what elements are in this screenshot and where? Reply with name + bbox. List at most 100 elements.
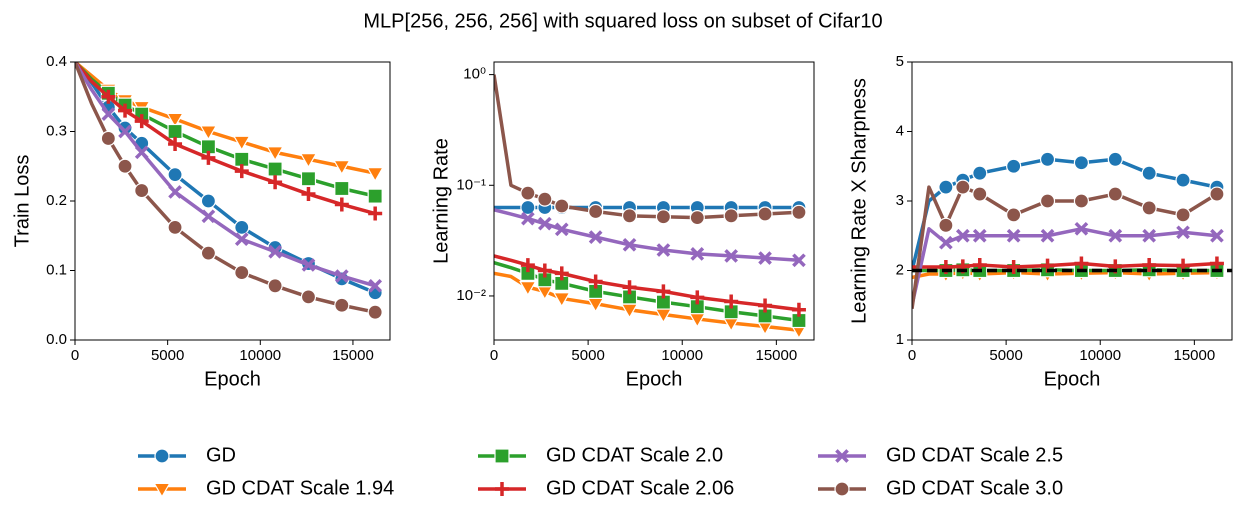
- marker: [167, 123, 183, 140]
- figure-title: MLP[256, 256, 256] with squared loss on …: [363, 10, 882, 32]
- x-tick-label: 5000: [151, 347, 184, 364]
- marker: [1074, 256, 1089, 271]
- marker: [200, 245, 217, 261]
- marker: [972, 186, 988, 202]
- series-line: [912, 185, 1218, 309]
- marker: [1006, 158, 1022, 174]
- marker: [537, 216, 552, 231]
- y-tick-label: 3: [896, 192, 904, 209]
- marker: [724, 294, 739, 309]
- marker: [622, 237, 637, 252]
- marker: [134, 182, 150, 199]
- marker: [1108, 228, 1123, 243]
- marker: [656, 243, 671, 257]
- x-tick-label: 0: [908, 347, 916, 364]
- y-tick-label: 10⁻²: [456, 287, 486, 304]
- x-axis-label: Epoch: [1044, 368, 1101, 390]
- marker: [234, 219, 250, 236]
- marker: [1074, 221, 1089, 236]
- marker: [520, 258, 535, 273]
- marker: [301, 187, 316, 202]
- marker: [1175, 172, 1191, 188]
- marker: [266, 146, 284, 162]
- marker: [938, 217, 954, 233]
- marker: [267, 278, 283, 294]
- marker: [520, 185, 536, 201]
- marker: [1209, 256, 1224, 271]
- marker: [300, 171, 317, 187]
- marker: [366, 167, 384, 183]
- marker: [1073, 155, 1090, 171]
- marker: [724, 249, 739, 263]
- marker: [758, 251, 772, 265]
- marker: [201, 150, 216, 165]
- marker: [117, 158, 133, 174]
- marker: [166, 112, 184, 128]
- marker: [268, 175, 283, 190]
- marker: [1141, 200, 1157, 216]
- marker: [233, 135, 251, 151]
- marker: [367, 188, 383, 204]
- marker: [301, 258, 316, 272]
- legend-label: GD CDAT Scale 3.0: [886, 477, 1063, 499]
- marker: [494, 448, 510, 464]
- marker: [101, 107, 116, 121]
- marker: [834, 481, 850, 497]
- marker: [972, 228, 987, 243]
- marker: [234, 264, 250, 281]
- marker: [519, 280, 537, 297]
- y-tick-label: 1: [896, 331, 904, 348]
- marker: [118, 124, 132, 139]
- marker: [168, 137, 183, 152]
- axes-frame: [493, 61, 815, 341]
- marker: [153, 482, 171, 498]
- marker: [495, 482, 509, 496]
- marker: [268, 244, 282, 259]
- marker: [537, 191, 553, 207]
- marker: [154, 448, 170, 464]
- legend-label: GD CDAT Scale 2.5: [886, 444, 1063, 466]
- marker: [588, 230, 603, 244]
- marker: [134, 114, 149, 129]
- marker: [972, 165, 988, 181]
- y-axis-label: Train Loss: [11, 155, 33, 248]
- marker: [1039, 193, 1056, 209]
- marker: [334, 180, 350, 197]
- legend-label: GD CDAT Scale 1.94: [206, 477, 394, 499]
- marker: [938, 179, 954, 195]
- marker: [1142, 257, 1157, 272]
- marker: [234, 232, 249, 247]
- marker: [118, 103, 133, 118]
- marker: [234, 164, 249, 179]
- marker: [1073, 193, 1090, 209]
- marker: [201, 209, 216, 224]
- marker: [1141, 165, 1157, 181]
- marker: [200, 193, 217, 209]
- marker: [553, 292, 571, 308]
- legend-label: GD: [206, 444, 236, 466]
- marker: [199, 125, 218, 141]
- marker: [621, 208, 638, 224]
- marker: [588, 203, 604, 220]
- marker: [690, 247, 705, 261]
- axes-frame: [74, 61, 391, 341]
- x-tick-label: 15000: [755, 347, 797, 364]
- x-tick-label: 0: [71, 347, 79, 364]
- marker: [521, 211, 535, 226]
- y-axis-label: Learning Rate: [430, 138, 452, 264]
- legend-label: GD CDAT Scale 2.06: [546, 477, 734, 499]
- marker: [1040, 228, 1055, 243]
- legend-label: GD CDAT Scale 2.0: [546, 444, 723, 466]
- x-tick-label: 5000: [571, 347, 604, 364]
- y-tick-label: 0.1: [46, 261, 67, 278]
- marker: [334, 269, 349, 283]
- marker: [1142, 228, 1157, 243]
- marker: [955, 228, 970, 243]
- marker: [792, 253, 806, 268]
- marker: [791, 302, 806, 317]
- marker: [334, 297, 350, 313]
- x-tick-label: 10000: [239, 347, 281, 364]
- y-tick-label: 10⁻¹: [456, 176, 486, 193]
- marker: [554, 222, 569, 237]
- marker: [368, 206, 383, 221]
